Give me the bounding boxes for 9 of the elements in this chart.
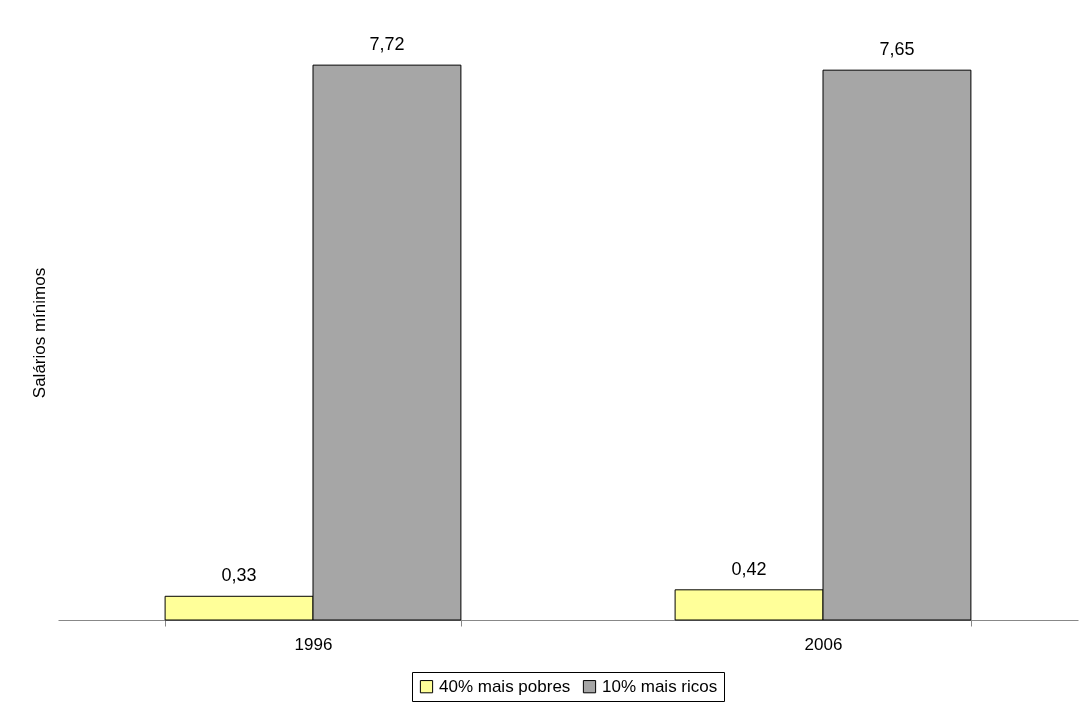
x-tick-label: 2006 — [804, 634, 843, 654]
legend-label: 40% mais pobres — [439, 676, 571, 696]
y-axis-title: Salários mínimos — [29, 267, 49, 399]
x-tick-label: 1996 — [294, 634, 333, 654]
data-label: 7,65 — [879, 39, 915, 60]
data-label: 0,33 — [221, 565, 257, 586]
data-label: 0,42 — [731, 558, 767, 579]
legend-label: 10% mais ricos — [602, 676, 718, 696]
data-label: 7,72 — [369, 34, 405, 55]
